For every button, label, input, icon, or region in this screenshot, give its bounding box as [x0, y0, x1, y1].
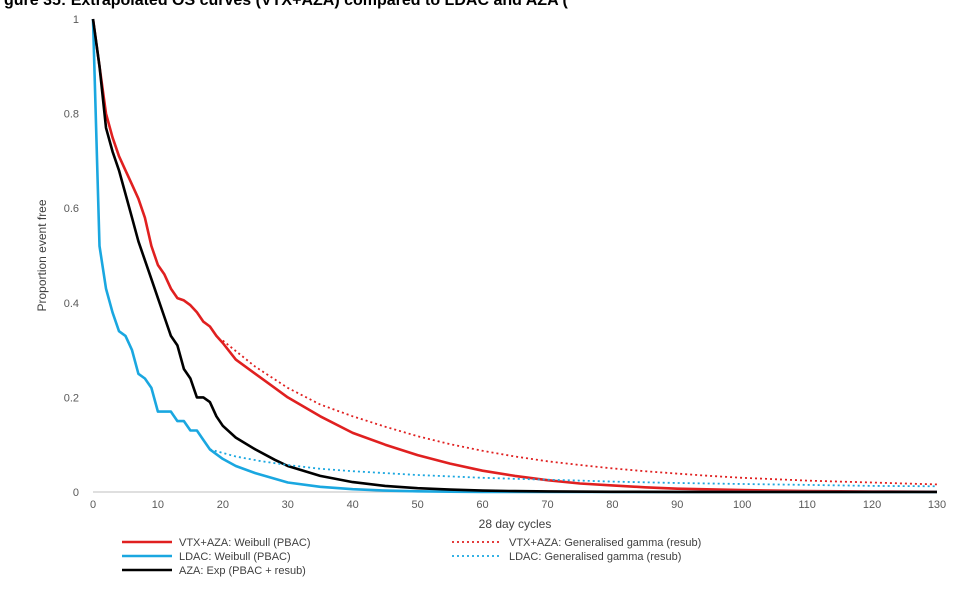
x-tick-label: 80 [606, 499, 618, 511]
y-tick-label: 1 [73, 14, 79, 26]
series-line-4 [222, 339, 938, 486]
x-tick-label: 100 [733, 499, 751, 511]
x-tick-label: 70 [541, 499, 553, 511]
y-axis-title: Proportion event free [35, 199, 49, 311]
y-tick-label: 0 [73, 487, 79, 499]
x-tick-label: 90 [671, 499, 683, 511]
legend-label-4: VTX+AZA: Generalised gamma (resub) [509, 537, 701, 549]
y-tick-label: 0.2 [64, 392, 79, 404]
series-line-1 [91, 18, 938, 494]
legend-label-3: AZA: Exp (PBAC + resub) [179, 565, 306, 577]
x-tick-label: 0 [90, 499, 96, 511]
x-tick-label: 10 [152, 499, 164, 511]
x-tick-label: 40 [347, 499, 359, 511]
legend-label-5: LDAC: Generalised gamma (resub) [509, 551, 681, 563]
legend: VTX+AZA: Weibull (PBAC) LDAC: Weibull (PB… [122, 537, 701, 577]
series-line-2 [91, 18, 937, 494]
legend-label-2: LDAC: Weibull (PBAC) [179, 551, 291, 563]
y-tick-label: 0.6 [64, 203, 79, 215]
x-tick-label: 20 [217, 499, 229, 511]
x-tick-label: 130 [928, 499, 946, 511]
x-tick-label: 50 [411, 499, 423, 511]
axes: 0 10 20 30 40 50 60 70 80 90 100 110 120 130 0 0.2 0.4 0.… [35, 14, 946, 531]
x-axis-title: 28 day cycles [479, 517, 552, 531]
series-line-3 [91, 18, 937, 494]
x-tick-label: 60 [476, 499, 488, 511]
legend-label-1: VTX+AZA: Weibull (PBAC) [179, 537, 311, 549]
x-tick-label: 110 [798, 499, 816, 511]
series-layer [91, 18, 938, 494]
chart-title: gure 35: Extrapolated OS curves (VTX+AZA… [4, 0, 568, 9]
y-tick-label: 0.8 [64, 109, 79, 121]
x-tick-label: 30 [282, 499, 294, 511]
x-tick-label: 120 [863, 499, 881, 511]
series-line-5 [209, 448, 938, 488]
y-tick-label: 0.4 [64, 298, 79, 310]
